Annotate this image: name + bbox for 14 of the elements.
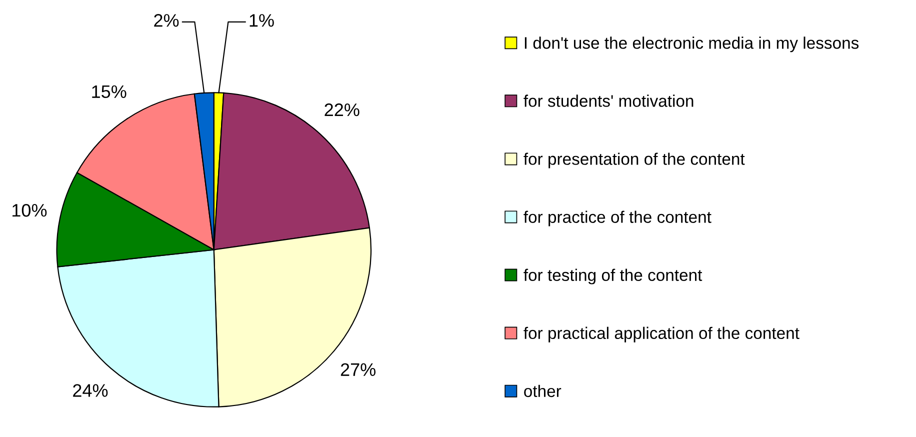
data-label: 1%: [250, 14, 274, 27]
data-label: 24%: [73, 384, 108, 397]
data-label: 15%: [92, 85, 126, 98]
data-label: 10%: [12, 204, 47, 217]
legend-label: for practice of the content: [524, 210, 712, 226]
legend-label: other: [524, 384, 562, 398]
data-label: 22%: [324, 103, 360, 116]
legend-label: for practical application of the content: [524, 326, 800, 342]
data-label: 2%: [154, 14, 179, 27]
legend-label: I don't use the electronic media in my lessons: [524, 36, 859, 52]
legend-label: for testing of the content: [524, 268, 702, 284]
legend-label: for presentation of the content: [524, 152, 745, 168]
legend-label: for students' motivation: [524, 94, 694, 107]
data-label: 27%: [340, 363, 376, 376]
